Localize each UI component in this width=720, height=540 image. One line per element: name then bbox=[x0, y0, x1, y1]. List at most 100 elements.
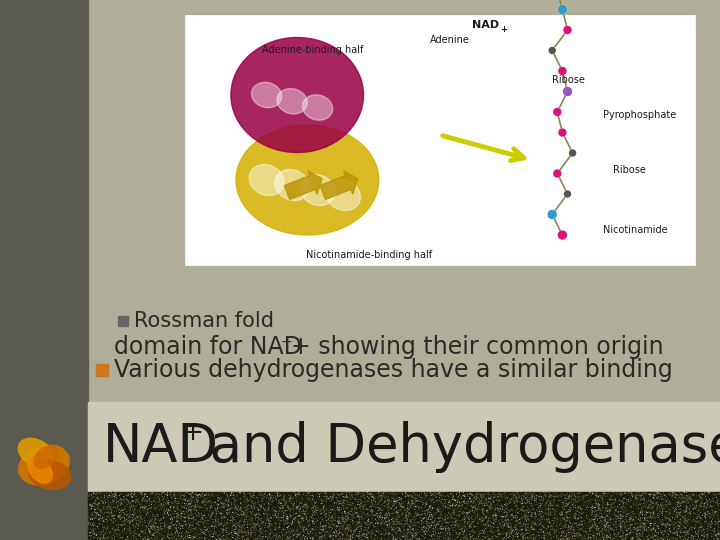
Point bbox=[632, 504, 644, 513]
Point bbox=[253, 498, 265, 507]
Point bbox=[485, 490, 496, 499]
Point bbox=[512, 529, 523, 538]
Point bbox=[563, 528, 575, 537]
Point bbox=[411, 528, 423, 537]
Point bbox=[326, 512, 338, 521]
Point bbox=[367, 507, 379, 516]
Point bbox=[621, 510, 633, 518]
Point bbox=[699, 509, 711, 517]
Point bbox=[543, 522, 554, 531]
Point bbox=[212, 506, 224, 515]
Point bbox=[636, 503, 647, 512]
Point bbox=[561, 509, 572, 517]
Point bbox=[376, 517, 387, 525]
Point bbox=[315, 525, 326, 534]
Point bbox=[294, 504, 306, 512]
Point bbox=[657, 501, 669, 510]
Point bbox=[590, 536, 602, 540]
Point bbox=[569, 516, 580, 524]
Point bbox=[277, 525, 289, 534]
Point bbox=[212, 517, 224, 525]
Point bbox=[212, 507, 224, 516]
Point bbox=[193, 515, 204, 523]
Point bbox=[365, 507, 377, 516]
Point bbox=[137, 520, 148, 529]
Point bbox=[358, 530, 369, 538]
Point bbox=[361, 491, 372, 500]
Point bbox=[536, 496, 548, 504]
Point bbox=[643, 488, 654, 496]
Point bbox=[390, 497, 401, 506]
Point bbox=[356, 522, 367, 530]
Point bbox=[267, 532, 279, 540]
Point bbox=[654, 529, 666, 538]
Point bbox=[405, 501, 416, 509]
Point bbox=[215, 529, 226, 537]
Point bbox=[688, 502, 699, 510]
Point bbox=[427, 524, 438, 533]
Point bbox=[482, 501, 493, 509]
Point bbox=[269, 495, 280, 503]
Point bbox=[645, 513, 657, 522]
Point bbox=[554, 511, 566, 519]
Point bbox=[441, 491, 453, 500]
Point bbox=[110, 489, 122, 497]
Point bbox=[472, 526, 484, 535]
Point bbox=[343, 515, 355, 523]
Point bbox=[483, 512, 495, 521]
Point bbox=[374, 529, 385, 538]
Point bbox=[447, 516, 459, 525]
Point bbox=[287, 511, 298, 520]
Point bbox=[681, 503, 693, 512]
Point bbox=[574, 503, 585, 511]
Point bbox=[222, 496, 233, 505]
Point bbox=[713, 505, 720, 514]
Point bbox=[697, 504, 708, 512]
Point bbox=[318, 534, 329, 540]
Point bbox=[695, 512, 706, 521]
Point bbox=[205, 514, 217, 522]
Point bbox=[681, 502, 693, 510]
Point bbox=[118, 529, 130, 537]
Point bbox=[223, 489, 235, 497]
Point bbox=[160, 492, 171, 501]
Point bbox=[593, 510, 604, 519]
Point bbox=[510, 530, 521, 538]
Point bbox=[518, 535, 529, 540]
Point bbox=[280, 535, 292, 540]
Point bbox=[426, 501, 438, 509]
Point bbox=[230, 504, 242, 513]
Point bbox=[571, 518, 582, 527]
Point bbox=[616, 522, 628, 530]
Point bbox=[635, 532, 647, 540]
Point bbox=[85, 514, 96, 523]
Point bbox=[150, 519, 161, 528]
Point bbox=[196, 530, 207, 539]
Point bbox=[168, 503, 180, 511]
Point bbox=[431, 499, 443, 508]
Point bbox=[258, 509, 269, 518]
Point bbox=[601, 499, 613, 508]
Point bbox=[128, 534, 140, 540]
Point bbox=[114, 526, 125, 535]
Point bbox=[96, 523, 108, 532]
Point bbox=[613, 529, 624, 537]
Point bbox=[644, 519, 655, 528]
Point bbox=[114, 515, 126, 524]
Point bbox=[325, 489, 336, 498]
Point bbox=[518, 507, 530, 516]
Point bbox=[256, 494, 267, 502]
Point bbox=[557, 514, 568, 522]
Point bbox=[351, 532, 363, 540]
Point bbox=[652, 530, 663, 539]
Point bbox=[164, 531, 176, 539]
Point bbox=[276, 506, 288, 515]
Point bbox=[366, 511, 378, 520]
Point bbox=[606, 529, 617, 538]
Point bbox=[268, 511, 279, 520]
Point bbox=[413, 496, 424, 505]
Point bbox=[497, 504, 508, 513]
Point bbox=[446, 514, 457, 522]
Point bbox=[447, 510, 459, 519]
Point bbox=[300, 490, 312, 498]
